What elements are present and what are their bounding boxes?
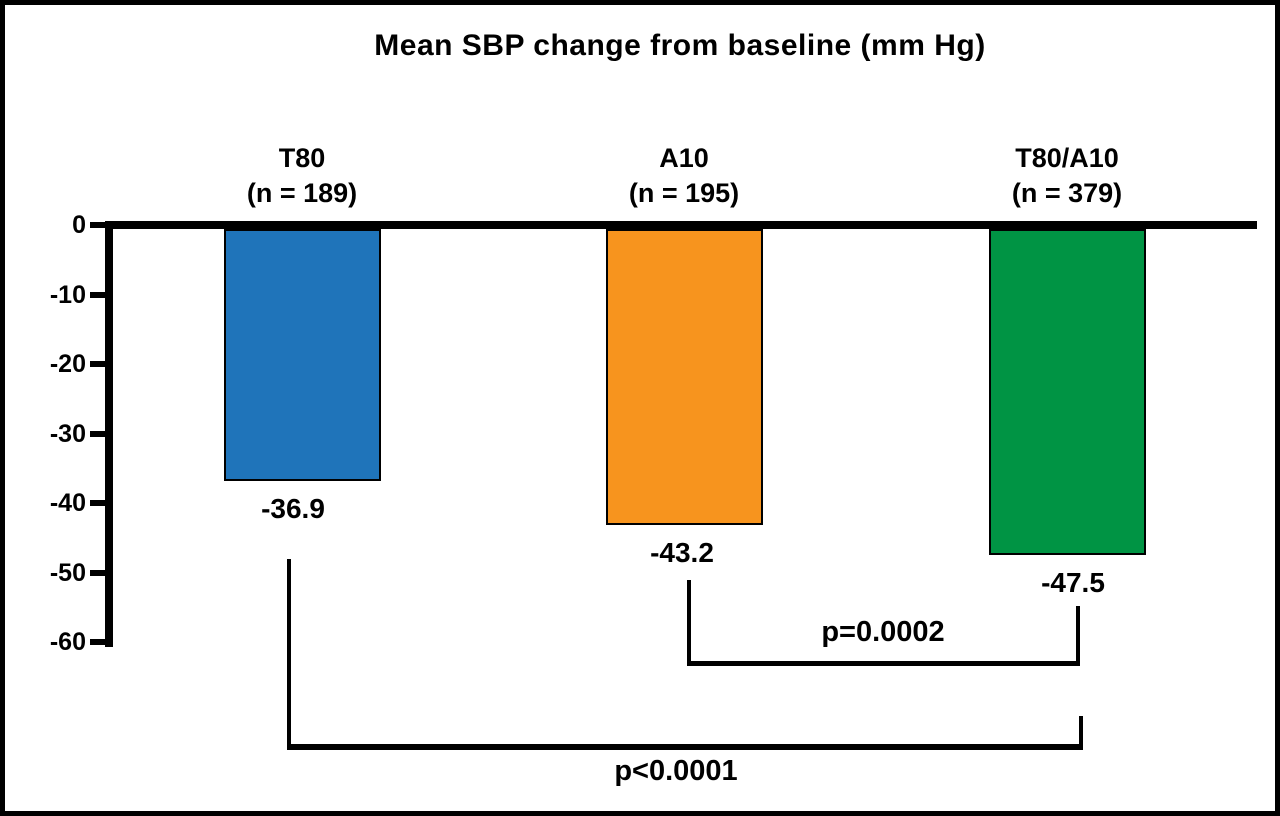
y-tick-label: -50 <box>49 558 86 587</box>
y-axis-tick <box>90 222 105 228</box>
bar-value-label-t80: -36.9 <box>261 493 325 525</box>
y-axis-tick <box>90 500 105 506</box>
bar-label-t80: T80 (n = 189) <box>172 141 432 211</box>
bar-category-n: (n = 195) <box>628 178 740 208</box>
bar-value-label-t80-a10: -47.5 <box>1041 567 1105 599</box>
y-tick-label: -60 <box>49 628 86 656</box>
y-axis-line <box>105 221 113 647</box>
bar-category-name: T80 <box>278 143 326 173</box>
chart-title: Mean SBP change from baseline (mm Hg) <box>374 29 986 62</box>
y-axis-tick <box>90 639 105 645</box>
comparison-bracket-left <box>687 580 691 663</box>
y-tick-label: -20 <box>49 350 86 378</box>
comparison-bracket-bottom <box>687 660 1080 666</box>
comparison-bracket-right <box>1076 606 1080 663</box>
bar-value-label-a10: -43.2 <box>650 537 714 569</box>
bar-label-t80-a10: T80/A10 (n = 379) <box>937 141 1197 211</box>
y-tick-label: 0 <box>72 211 86 239</box>
comparison-bracket-left <box>287 559 291 747</box>
comparison-bracket-bottom <box>287 744 1083 750</box>
bar-category-name: A10 <box>659 143 709 173</box>
bar-t80-a10 <box>988 229 1146 556</box>
y-tick-label: -30 <box>49 419 86 448</box>
bar-a10 <box>605 229 763 526</box>
bar-t80 <box>223 229 381 482</box>
p-value-label: p<0.0001 <box>614 755 738 787</box>
y-axis-tick <box>90 361 105 367</box>
y-tick-label: -10 <box>49 280 86 309</box>
p-value-label: p=0.0002 <box>821 616 945 648</box>
y-axis-tick <box>90 291 105 298</box>
y-axis-tick <box>90 569 105 576</box>
x-axis-baseline <box>105 221 1257 229</box>
bar-label-a10: A10 (n = 195) <box>554 141 814 211</box>
y-axis-tick <box>90 430 105 437</box>
bar-category-name: T80/A10 <box>1015 143 1119 173</box>
bar-category-n: (n = 379) <box>1011 178 1123 208</box>
y-tick-label: -40 <box>49 489 86 517</box>
bar-category-n: (n = 189) <box>246 178 358 208</box>
comparison-bracket-right <box>1079 716 1083 747</box>
